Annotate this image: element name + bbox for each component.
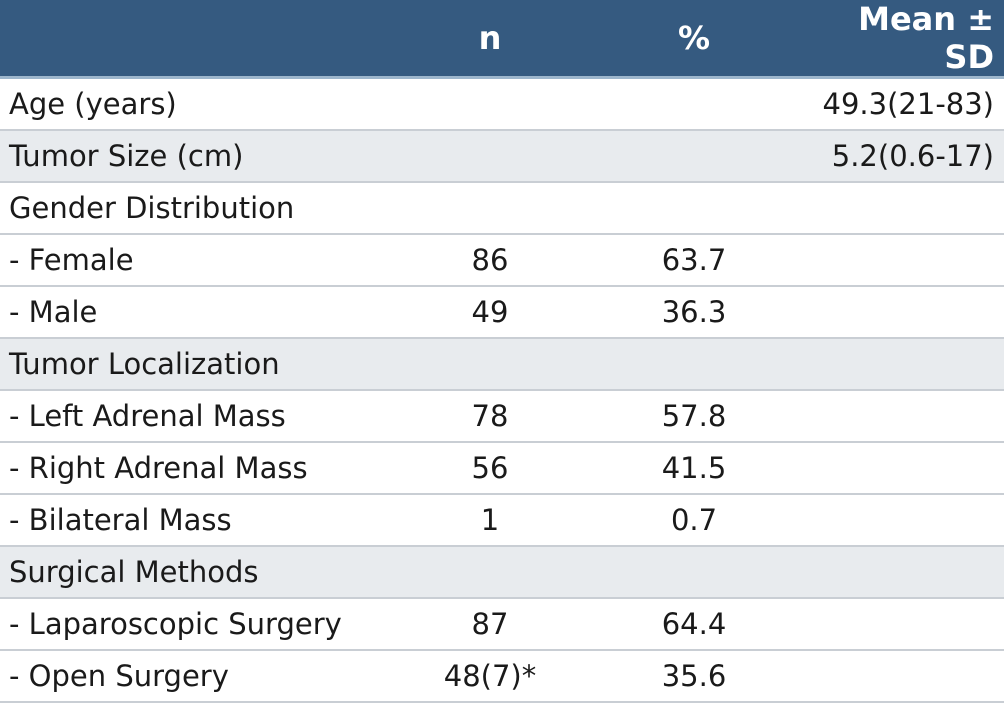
header-label-cell [0, 0, 390, 79]
row-n [390, 338, 590, 390]
header-mean-sd: Mean ± SD [798, 0, 1004, 79]
row-n: 48(7)* [443, 658, 537, 693]
row-mean [798, 650, 1004, 702]
row-mean [798, 546, 1004, 598]
table-row: - Laparoscopic Surgery 87 64.4 [0, 598, 1004, 650]
table-row: - Right Adrenal Mass 56 41.5 [0, 442, 1004, 494]
row-label: Age (years) [9, 86, 177, 121]
table-row: Age (years) 49.3(21-83) [0, 78, 1004, 130]
table-row: Gender Distribution [0, 182, 1004, 234]
row-n [390, 130, 590, 182]
row-percent: 35.6 [661, 658, 727, 693]
row-percent [590, 182, 798, 234]
row-mean [798, 494, 1004, 546]
row-percent: 63.7 [661, 242, 727, 277]
row-n: 78 [471, 398, 509, 433]
row-mean: 49.3(21-83) [822, 86, 994, 121]
table-row: Tumor Localization [0, 337, 1004, 390]
row-percent: 41.5 [661, 450, 727, 485]
row-label: Tumor Localization [9, 346, 280, 381]
row-label: - Right Adrenal Mass [9, 450, 308, 485]
row-percent [590, 130, 798, 182]
row-percent: 64.4 [661, 606, 727, 641]
row-percent: 57.8 [661, 398, 727, 433]
table-header-row: n % Mean ± SD [0, 0, 1004, 79]
row-percent: 0.7 [670, 502, 718, 537]
row-n: 86 [471, 242, 509, 277]
row-percent [590, 78, 798, 130]
table-row: - Bilateral Mass 1 0.7 [0, 494, 1004, 546]
header-percent: % [590, 0, 798, 79]
row-mean [798, 286, 1004, 338]
row-n: 49 [471, 294, 509, 329]
row-n: 87 [471, 606, 509, 641]
table-row: - Male 49 36.3 [0, 286, 1004, 338]
row-mean [798, 390, 1004, 442]
row-mean [798, 338, 1004, 390]
row-mean [798, 234, 1004, 286]
table-row: Tumor Size (cm) 5.2(0.6-17) [0, 129, 1004, 182]
row-n [390, 182, 590, 234]
row-mean [798, 182, 1004, 234]
row-label: - Male [9, 294, 98, 329]
row-label: - Bilateral Mass [9, 502, 232, 537]
row-n: 56 [471, 450, 509, 485]
row-n [390, 78, 590, 130]
table-row: - Open Surgery 48(7)* 35.6 [0, 650, 1004, 702]
table-row: - Female 86 63.7 [0, 234, 1004, 286]
row-label: - Female [9, 242, 134, 277]
row-label: - Open Surgery [9, 658, 229, 693]
row-n: 1 [480, 502, 500, 537]
header-n: n [390, 0, 590, 79]
table-row: Surgical Methods [0, 545, 1004, 598]
row-mean [798, 598, 1004, 650]
row-label: Gender Distribution [9, 190, 295, 225]
row-mean [798, 442, 1004, 494]
row-label: Surgical Methods [9, 554, 259, 589]
row-label: - Left Adrenal Mass [9, 398, 286, 433]
table-row: - Left Adrenal Mass 78 57.8 [0, 390, 1004, 442]
row-percent [590, 546, 798, 598]
row-n [390, 546, 590, 598]
row-mean: 5.2(0.6-17) [831, 138, 994, 173]
row-label: Tumor Size (cm) [9, 138, 244, 173]
row-percent: 36.3 [661, 294, 727, 329]
row-label: - Laparoscopic Surgery [9, 606, 342, 641]
row-percent [590, 338, 798, 390]
